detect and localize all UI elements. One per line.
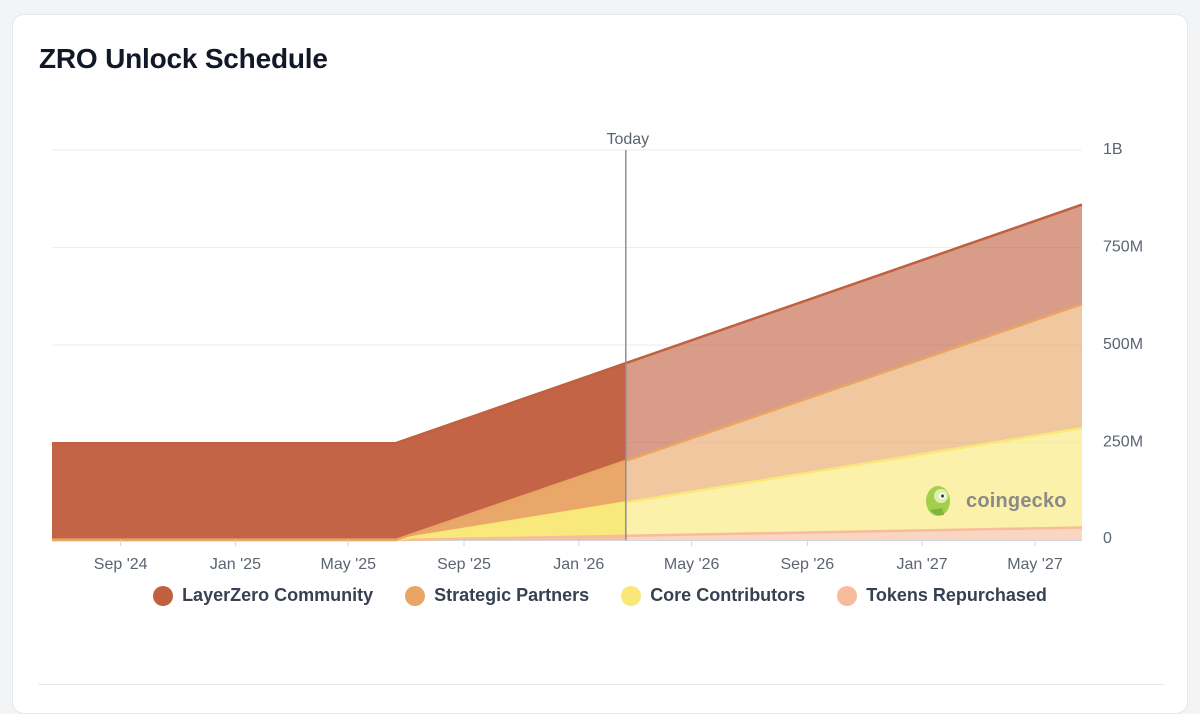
legend-label: LayerZero Community (182, 585, 374, 605)
legend-label: Core Contributors (650, 585, 806, 605)
y-tick-label: 500M (1103, 336, 1143, 353)
x-tick-label: Jan '26 (553, 556, 604, 573)
area-strategic-partners (52, 460, 626, 540)
legend-dot-icon (621, 585, 642, 606)
y-tick-label: 0 (1103, 530, 1112, 547)
y-tick-label: 250M (1103, 434, 1143, 451)
legend-item-tokens-repurchased[interactable]: Tokens Repurchased (837, 585, 1047, 606)
area-core-contributors-future (52, 428, 1082, 540)
legend-item-layerzero-community[interactable]: LayerZero Community (153, 585, 373, 606)
legend-dot-icon (405, 585, 426, 606)
x-tick-label: Sep '25 (437, 556, 491, 573)
x-axis: Sep '24 Jan '25 May '25 Sep '25 Jan '26 May '… (94, 540, 1063, 573)
legend-label: Tokens Repurchased (866, 585, 1047, 605)
series-lines (52, 203, 1083, 542)
line-layerzero-community (52, 203, 1083, 445)
x-tick-label: Sep '24 (94, 556, 148, 573)
legend-label: Strategic Partners (434, 585, 590, 605)
chart-title: ZRO Unlock Schedule (39, 43, 328, 74)
line-strategic-partners (52, 302, 1083, 542)
watermark-text: coingecko (966, 489, 1067, 512)
x-tick-label: Sep '26 (780, 556, 834, 573)
x-tick-label: Jan '27 (897, 556, 948, 573)
legend-item-strategic-partners[interactable]: Strategic Partners (405, 585, 589, 606)
area-layerzero-community (52, 363, 626, 540)
y-axis: 0 250M 500M 750M 1B (1103, 141, 1143, 547)
today-marker: Today (606, 131, 649, 540)
x-tick-label: May '25 (321, 556, 377, 573)
legend-dot-icon (153, 585, 174, 606)
gecko-icon (926, 486, 950, 516)
x-tick-label: May '27 (1007, 556, 1063, 573)
card-divider (38, 684, 1164, 685)
legend-dot-icon (837, 585, 858, 606)
coingecko-watermark: coingecko (924, 484, 1067, 518)
area-core-contributors (52, 502, 626, 540)
x-tick-label: May '26 (664, 556, 720, 573)
chart-legend: LayerZero Community Strategic Partners C… (0, 585, 1200, 606)
today-label: Today (606, 131, 649, 148)
legend-item-core-contributors[interactable]: Core Contributors (621, 585, 805, 606)
y-tick-label: 750M (1103, 239, 1143, 256)
area-tokens-repurchased-future (52, 527, 1082, 540)
y-tick-label: 1B (1103, 141, 1123, 158)
x-tick-label: Jan '25 (210, 556, 261, 573)
